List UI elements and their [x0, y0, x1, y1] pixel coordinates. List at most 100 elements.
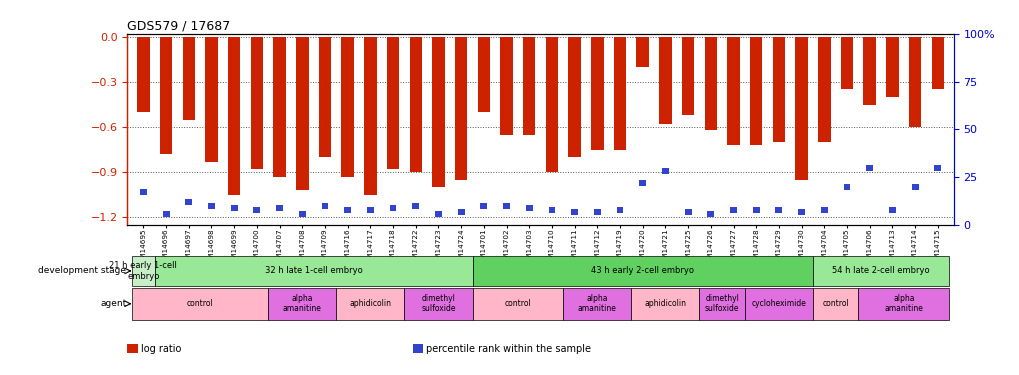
Bar — [364, 37, 376, 195]
Text: control: control — [821, 299, 848, 308]
Bar — [684, 209, 691, 214]
Bar — [409, 37, 422, 172]
Bar — [591, 37, 603, 150]
Bar — [593, 209, 600, 214]
Bar — [341, 37, 354, 177]
Bar — [631, 288, 699, 320]
Bar — [273, 37, 285, 177]
Bar — [434, 210, 441, 216]
Bar — [774, 207, 782, 213]
Bar — [318, 37, 331, 157]
Text: 21 h early 1-cell
embryo: 21 h early 1-cell embryo — [109, 261, 177, 280]
Bar — [299, 210, 306, 216]
Bar — [477, 37, 489, 112]
Bar — [205, 37, 217, 162]
Bar — [863, 37, 875, 105]
Text: cycloheximide: cycloheximide — [751, 299, 806, 308]
Bar — [727, 37, 739, 145]
Bar — [296, 37, 308, 190]
Bar — [571, 209, 578, 214]
Text: log ratio: log ratio — [141, 344, 181, 354]
Text: development stage: development stage — [39, 266, 126, 275]
Text: control: control — [186, 299, 213, 308]
Bar — [752, 207, 759, 213]
Bar — [502, 203, 510, 209]
Bar — [321, 203, 328, 209]
Bar — [523, 37, 535, 135]
Bar — [545, 37, 557, 172]
Bar — [930, 37, 944, 90]
Bar — [843, 184, 850, 190]
Bar — [840, 37, 853, 90]
Bar — [562, 288, 631, 320]
Bar — [472, 256, 812, 286]
Bar — [933, 165, 941, 171]
Bar — [730, 207, 737, 213]
Bar — [812, 256, 949, 286]
Bar — [230, 205, 237, 211]
Bar — [658, 37, 672, 124]
Bar — [500, 37, 513, 135]
Text: agent: agent — [100, 299, 126, 308]
Bar — [613, 37, 626, 150]
Bar — [772, 37, 785, 142]
Bar — [908, 37, 920, 127]
Bar — [886, 37, 898, 97]
Bar — [454, 37, 467, 180]
Bar — [548, 207, 554, 213]
Bar — [820, 207, 827, 213]
Bar — [412, 203, 419, 209]
Bar — [140, 189, 147, 195]
Bar — [336, 288, 404, 320]
Bar — [276, 205, 282, 211]
Bar — [131, 256, 155, 286]
Text: 43 h early 2-cell embryo: 43 h early 2-cell embryo — [591, 266, 694, 275]
Bar — [812, 288, 858, 320]
Text: percentile rank within the sample: percentile rank within the sample — [426, 344, 591, 354]
Bar — [616, 207, 623, 213]
Bar — [526, 205, 532, 211]
Bar — [386, 37, 398, 169]
Bar — [749, 37, 762, 145]
Bar — [367, 207, 373, 213]
Text: GDS579 / 17687: GDS579 / 17687 — [127, 20, 230, 33]
Bar — [268, 288, 336, 320]
Bar — [704, 37, 716, 130]
Bar — [182, 37, 195, 120]
Bar — [568, 37, 580, 157]
Bar — [389, 205, 396, 211]
Bar — [798, 209, 804, 214]
Bar — [911, 184, 918, 190]
Text: 32 h late 1-cell embryo: 32 h late 1-cell embryo — [265, 266, 362, 275]
Bar — [682, 37, 694, 115]
Text: dimethyl
sulfoxide: dimethyl sulfoxide — [421, 294, 455, 314]
Bar — [865, 165, 872, 171]
Bar — [707, 210, 713, 216]
Bar — [744, 288, 812, 320]
Bar — [458, 209, 464, 214]
Text: control: control — [504, 299, 531, 308]
Bar — [137, 37, 150, 112]
Bar — [889, 207, 895, 213]
Bar — [480, 203, 487, 209]
Bar — [817, 37, 829, 142]
Bar — [636, 37, 648, 67]
Bar — [251, 37, 263, 169]
Bar — [661, 168, 668, 174]
Bar — [858, 288, 949, 320]
Bar — [795, 37, 807, 180]
Bar — [185, 199, 192, 205]
Bar — [131, 288, 268, 320]
Text: dimethyl
sulfoxide: dimethyl sulfoxide — [704, 294, 739, 314]
Bar — [343, 207, 351, 213]
Text: aphidicolin: aphidicolin — [350, 299, 391, 308]
Bar — [208, 203, 215, 209]
Bar — [699, 288, 744, 320]
Text: alpha
amanitine: alpha amanitine — [282, 294, 321, 314]
Bar — [227, 37, 240, 195]
Bar — [253, 207, 260, 213]
Bar — [160, 37, 172, 154]
Text: alpha
amanitine: alpha amanitine — [578, 294, 616, 314]
Bar — [472, 288, 562, 320]
Bar — [404, 288, 472, 320]
